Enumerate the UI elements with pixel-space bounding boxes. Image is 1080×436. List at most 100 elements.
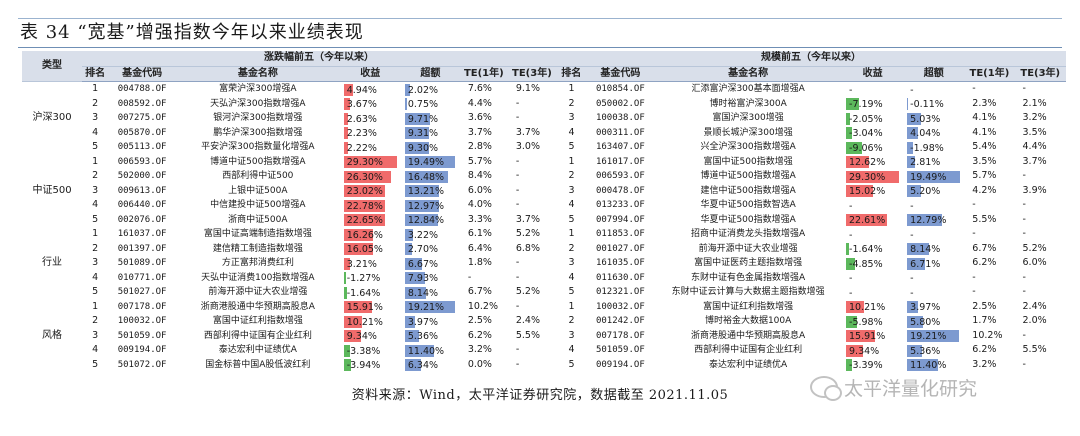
- left-return-cell-value: 2.23%: [346, 128, 377, 140]
- right-excess-cell-value: -: [910, 287, 914, 299]
- right-excess-cell: 4.04%: [903, 126, 964, 141]
- left-excess-cell-value: 9.71%: [407, 113, 439, 125]
- left-return-cell-bar: 10.21%: [343, 315, 398, 328]
- right-excess-cell-bar: 3.97%: [907, 301, 961, 314]
- left-excess-cell-fill: [404, 243, 412, 256]
- left-excess-cell-bar: 7.93%: [404, 272, 457, 285]
- right-code-cell: 163407.OF: [595, 142, 645, 152]
- right-excess-cell-value: -: [910, 200, 914, 212]
- right-excess-cell: 5.36%: [903, 343, 964, 358]
- right-return-cell-bar: -: [846, 229, 900, 241]
- right-name-cell: 招商中证消费龙头指数增强A: [691, 229, 806, 239]
- right-code-cell: 007178.OF: [595, 330, 645, 341]
- right-rank-cell: 1: [555, 81, 587, 97]
- right-code-cell: 006593.OF: [595, 171, 645, 181]
- right-code-cell: 007994.OF: [595, 214, 645, 225]
- left-excess-cell-bar: 9.30%: [404, 141, 457, 154]
- right-excess-cell-fill: [907, 214, 942, 227]
- left-return-cell-fill: [343, 272, 346, 285]
- right-code-cell: 161035.OF: [595, 258, 645, 268]
- left-return-cell-fill: [343, 359, 351, 372]
- left-return-cell: 22.65%: [340, 213, 401, 228]
- right-return-cell-fill: [846, 214, 887, 227]
- right-excess-cell: -: [903, 271, 964, 286]
- left-te1-cell: 3.2%: [467, 344, 492, 355]
- right-rank-cell: 2: [555, 96, 587, 111]
- left-name-cell: 中信建投中证500增强A: [210, 200, 306, 210]
- left-excess-cell: 12.97%: [401, 198, 460, 213]
- left-return-cell-value: 4.94%: [346, 84, 377, 96]
- right-te1-cell: 2.3%: [972, 97, 997, 109]
- right-return-cell: -1.64%: [842, 242, 903, 257]
- left-excess-cell: 12.84%: [401, 213, 460, 228]
- right-excess-cell-value: 11.40%: [910, 360, 947, 372]
- left-excess-cell-bar: 11.40%: [404, 344, 457, 357]
- right-return-cell-bar: 15.91%: [846, 330, 900, 343]
- left-return-cell: -1.27%: [340, 271, 401, 286]
- right-return-cell-fill: [846, 301, 865, 314]
- left-return-cell-value: 3.21%: [346, 258, 377, 270]
- right-te3-cell: -: [1022, 358, 1026, 370]
- col-te1-header: TE(1年): [459, 66, 508, 82]
- left-return-cell-fill: [343, 156, 397, 169]
- right-te3-cell: 3.5%: [1022, 126, 1047, 138]
- right-te3-cell: 3.2%: [1022, 112, 1047, 123]
- right-code-cell: 001027.OF: [595, 243, 645, 254]
- left-code-cell: 006593.OF: [117, 156, 167, 167]
- right-return-cell-bar: 29.30%: [846, 170, 900, 183]
- left-return-cell-bar: 16.05%: [343, 243, 398, 256]
- right-code-cell: 001242.OF: [595, 316, 645, 326]
- table-row: 3 007275.OF 银河沪深300指数增强 2.63% 9.71% 3.6% - 3 100…: [22, 111, 1066, 126]
- right-name-cell: 博道中证500指数增强A: [700, 171, 796, 181]
- left-return-cell: 16.05%: [340, 242, 401, 257]
- right-te1-cell: 6.7%: [972, 242, 997, 254]
- left-te3-cell: -: [515, 170, 520, 181]
- right-excess-cell-bar: 5.80%: [907, 315, 961, 328]
- right-return-cell: -9.06%: [842, 140, 903, 155]
- col-rank-header: 排名: [555, 66, 587, 82]
- right-return-cell-fill: [846, 359, 853, 372]
- right-code-cell: 011853.OF: [595, 229, 645, 239]
- left-excess-cell: 3.22%: [401, 227, 460, 242]
- right-excess-cell: 2.81%: [903, 155, 964, 170]
- left-rank-cell: 2: [92, 242, 99, 254]
- right-excess-cell-bar: 5.20%: [907, 185, 961, 198]
- right-return-cell-value: 22.61%: [849, 215, 886, 227]
- left-return-cell: 3.21%: [340, 256, 401, 271]
- right-excess-cell: -0.11%: [903, 97, 964, 112]
- right-excess-cell-bar: 12.79%: [907, 214, 961, 227]
- left-name-cell: 天弘沪深300指数增强A: [210, 98, 306, 109]
- right-te1-cell: 4.1%: [972, 126, 997, 138]
- col-name-header: 基金名称: [654, 66, 843, 82]
- right-excess-cell-fill: [907, 156, 915, 169]
- left-return-cell-fill: [343, 344, 350, 357]
- right-return-cell: -3.39%: [842, 358, 903, 373]
- left-return-cell-fill: [343, 214, 385, 227]
- left-return-cell: 16.26%: [340, 227, 401, 242]
- left-excess-cell-bar: 13.21%: [404, 185, 457, 198]
- right-te3-cell: 5.2%: [1022, 242, 1047, 254]
- right-excess-cell: -1.98%: [903, 140, 964, 155]
- left-return-cell-fill: [343, 127, 348, 140]
- left-te1-cell: 2.8%: [467, 141, 492, 152]
- left-te3-cell: 2.4%: [515, 315, 540, 326]
- left-name-cell: 上银中证500A: [228, 185, 288, 196]
- left-rank-cell: 1: [92, 300, 99, 312]
- col-te3-header: TE(3年): [1014, 66, 1066, 82]
- left-te1-cell: 3.3%: [467, 213, 492, 225]
- left-return-cell-value: 29.30%: [346, 157, 383, 169]
- col-code-header: 基金代码: [108, 66, 176, 82]
- left-excess-cell-value: 7.93%: [407, 273, 439, 285]
- right-group-header: 规模前五（今年以来）: [555, 51, 1066, 67]
- left-rank-cell: 3: [92, 257, 99, 268]
- left-te1-cell: 6.7%: [467, 286, 492, 297]
- right-name-cell: 博时裕金大数据100A: [704, 316, 792, 326]
- right-excess-cell-value: -1.98%: [910, 142, 944, 154]
- table-row: 5 501072.OF 国金标普中国A股低波红利 -3.94% 6.34% 0.0% -5 0…: [22, 357, 1066, 373]
- category-header: 类型: [22, 51, 83, 82]
- left-excess-cell: 0.75%: [401, 97, 460, 112]
- left-name-cell: 前海开源中证大农业增强: [208, 287, 308, 297]
- right-code-cell: 012321.OF: [595, 287, 645, 297]
- right-te3-cell: -: [1022, 286, 1026, 297]
- table-row: 4 009194.OF 泰达宏利中证绩优A -3.38% 11.40% 3.2% - 4 501…: [22, 343, 1066, 358]
